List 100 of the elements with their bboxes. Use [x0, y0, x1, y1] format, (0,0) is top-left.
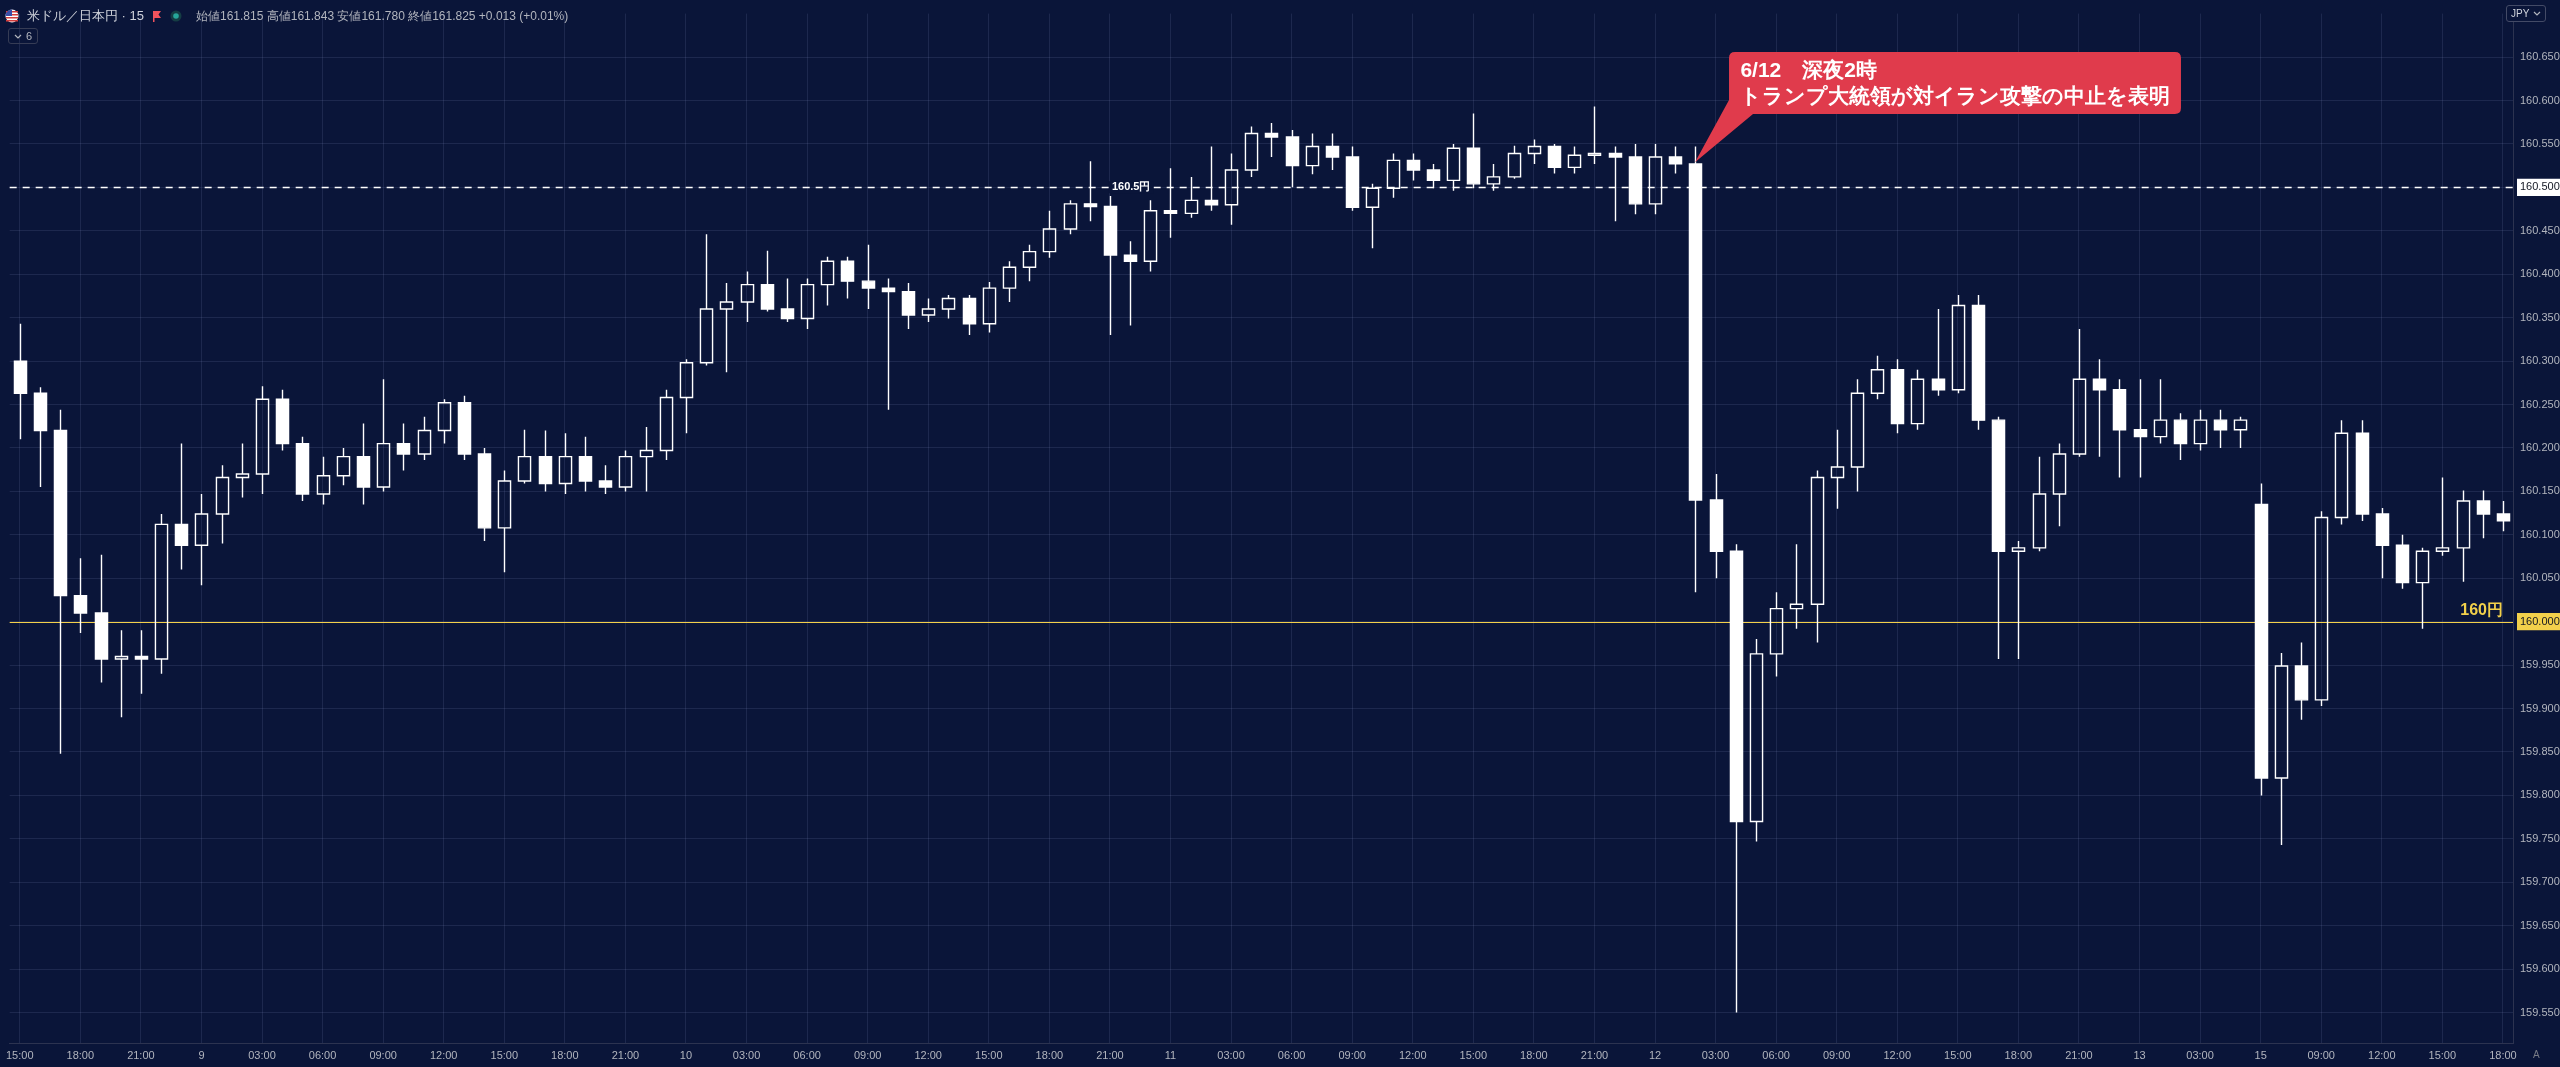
candlestick: [376, 378, 391, 493]
x-tick-label: 18:00: [2489, 1048, 2517, 1061]
x-tick-label: 09:00: [1338, 1048, 1366, 1061]
candlestick: [1991, 415, 2006, 660]
candlestick: [760, 250, 775, 313]
candlestick: [2496, 500, 2511, 533]
y-tick-label: 159.800: [2520, 788, 2560, 801]
candlestick: [1264, 122, 1279, 158]
candlestick: [2213, 409, 2228, 449]
candlestick: [699, 233, 714, 367]
candlestick: [275, 389, 290, 452]
x-tick-label: 15:00: [975, 1048, 1003, 1061]
x-tick-label: 21:00: [1096, 1048, 1124, 1061]
candlestick: [2294, 641, 2309, 721]
candlestick: [517, 429, 532, 485]
candlestick: [618, 449, 633, 493]
candlestick: [2456, 489, 2471, 583]
y-tick-label: 160.350: [2520, 310, 2560, 323]
candlestick: [1285, 129, 1300, 189]
candlestick: [356, 422, 371, 506]
candlestick: [921, 297, 936, 323]
candlestick: [578, 435, 593, 493]
x-tick-label: 18:00: [1520, 1048, 1548, 1061]
candlestick: [881, 277, 896, 411]
candlestick: [316, 455, 331, 506]
candlestick: [1810, 469, 1825, 644]
candlestick: [1971, 294, 1986, 431]
candlestick: [1325, 132, 1340, 171]
candlestick: [780, 277, 795, 323]
candlestick: [2072, 328, 2087, 458]
candlestick: [73, 557, 88, 634]
candlestick: [2415, 547, 2430, 630]
candlestick: [2476, 489, 2491, 539]
x-tick-label: 09:00: [2307, 1048, 2335, 1061]
x-tick-label: 13: [2133, 1048, 2146, 1061]
candlestick: [1668, 145, 1683, 175]
candlestick: [962, 294, 977, 336]
y-tick-label: 160.150: [2520, 484, 2560, 497]
y-axis-title: JPY: [2511, 8, 2530, 19]
y-tick-label: 159.950: [2520, 658, 2560, 671]
x-tick-label: 21:00: [611, 1048, 640, 1061]
candlestick: [901, 282, 916, 330]
x-tick-label: 15:00: [6, 1048, 34, 1061]
candlestick: [1042, 210, 1057, 259]
candlestick: [2052, 442, 2067, 527]
x-tick-label: 15:00: [1459, 1048, 1488, 1061]
candlestick: [2435, 476, 2450, 557]
candlestick: [1063, 199, 1078, 235]
candlestick: [740, 270, 755, 323]
candlestick: [2092, 358, 2107, 458]
candlestick: [800, 277, 815, 330]
y-tick-label: 160.000: [2520, 614, 2560, 627]
candlestick: [215, 464, 230, 545]
candlestick: [2274, 652, 2289, 846]
candlestick: [2314, 510, 2329, 707]
candlestick: [2254, 482, 2269, 797]
x-tick-label: 15:00: [2428, 1048, 2457, 1061]
candlestick: [1709, 473, 1724, 579]
x-tick-label: 09:00: [369, 1048, 397, 1061]
candlestick: [2011, 540, 2026, 660]
y-tick-label: 160.300: [2520, 354, 2560, 367]
candlestick: [659, 389, 674, 461]
x-tick-label: 18:00: [551, 1048, 579, 1061]
y-tick-label: 160.050: [2520, 571, 2560, 584]
candlestick: [114, 629, 129, 718]
candlestick: [194, 493, 209, 586]
candlestick: [1951, 294, 1966, 394]
candlestick: [53, 409, 68, 755]
candlestick: [2153, 378, 2168, 445]
candlestick: [2133, 378, 2148, 479]
x-tick-label: 21:00: [127, 1048, 155, 1061]
candlestick: [941, 294, 956, 320]
y-tick-label: 159.650: [2520, 918, 2560, 931]
x-tick-label: 21:00: [2065, 1048, 2093, 1061]
y-tick-label: 159.550: [2520, 1005, 2560, 1018]
x-tick-label: 03:00: [732, 1048, 761, 1061]
candlestick: [255, 385, 270, 495]
candlestick: [174, 442, 189, 571]
y-tick-label: 160.500: [2520, 180, 2560, 193]
x-tick-label: 06:00: [1277, 1048, 1306, 1061]
y-tick-label: 159.900: [2520, 701, 2560, 714]
x-tick-label: 18:00: [1035, 1048, 1064, 1061]
candlestick: [1850, 378, 1865, 493]
candlestick: [235, 442, 250, 499]
candlestick: [2193, 409, 2208, 452]
x-tick-label: 03:00: [2186, 1048, 2214, 1061]
candlestick: [457, 395, 472, 461]
y-tick-label: 159.850: [2520, 745, 2560, 758]
toggle-button: 6: [8, 28, 39, 44]
y-tick-label: 159.700: [2520, 875, 2560, 888]
x-tick-label: 06:00: [1762, 1048, 1790, 1061]
candlestick: [1002, 260, 1017, 303]
candlestick: [1103, 195, 1118, 336]
candlestick: [336, 447, 351, 486]
y-tick-label: 160.600: [2520, 93, 2560, 106]
y-tick-label: 159.750: [2520, 831, 2560, 844]
candlestick: [33, 386, 48, 488]
candlestick: [1143, 199, 1158, 273]
x-tick-label: 12:00: [1398, 1048, 1427, 1061]
candlestick: [13, 323, 28, 440]
